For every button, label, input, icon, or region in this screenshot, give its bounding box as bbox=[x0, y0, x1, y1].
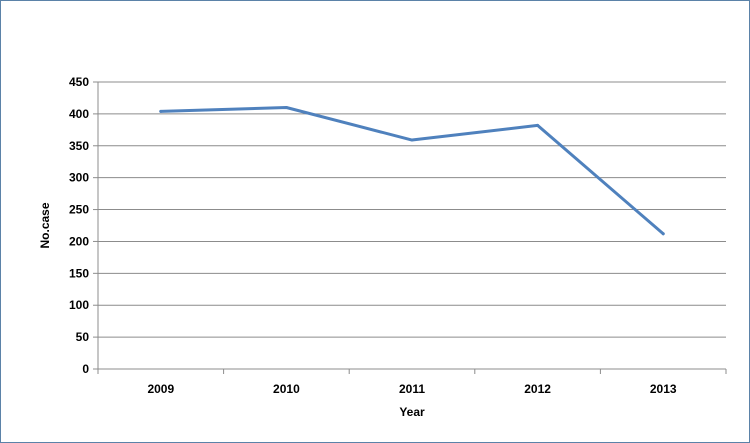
y-tick-label: 400 bbox=[69, 107, 89, 121]
y-tick-label: 350 bbox=[69, 139, 89, 153]
data-point bbox=[284, 106, 288, 110]
y-tick-label: 200 bbox=[69, 234, 89, 248]
y-tick-label: 150 bbox=[69, 266, 89, 280]
gridlines bbox=[98, 81, 726, 338]
y-tick-label: 450 bbox=[69, 75, 89, 89]
y-tick-labels: 0 50 100 150 200 250 300 350 400 450 bbox=[69, 75, 98, 376]
x-axis-title: Year bbox=[399, 405, 425, 419]
data-point bbox=[410, 138, 414, 142]
y-tick-label: 0 bbox=[82, 362, 89, 376]
series bbox=[159, 106, 665, 236]
y-tick-label: 250 bbox=[69, 203, 89, 217]
x-tick-label: 2012 bbox=[524, 382, 551, 396]
x-tick-label: 2009 bbox=[147, 382, 174, 396]
x-tick-label: 2010 bbox=[273, 382, 300, 396]
axes bbox=[97, 82, 726, 370]
y-tick-label: 100 bbox=[69, 298, 89, 312]
data-point bbox=[661, 232, 665, 236]
series-line bbox=[159, 106, 665, 236]
x-tick-label: 2011 bbox=[399, 382, 425, 396]
y-tick-label: 50 bbox=[76, 330, 90, 344]
data-point bbox=[536, 123, 540, 127]
x-tick-label: 2013 bbox=[650, 382, 677, 396]
data-point bbox=[159, 109, 163, 113]
x-tick-labels: 2009 2010 2011 2012 2013 bbox=[97, 369, 727, 396]
y-axis-title: No.case bbox=[38, 202, 52, 248]
y-tick-label: 300 bbox=[69, 171, 89, 185]
